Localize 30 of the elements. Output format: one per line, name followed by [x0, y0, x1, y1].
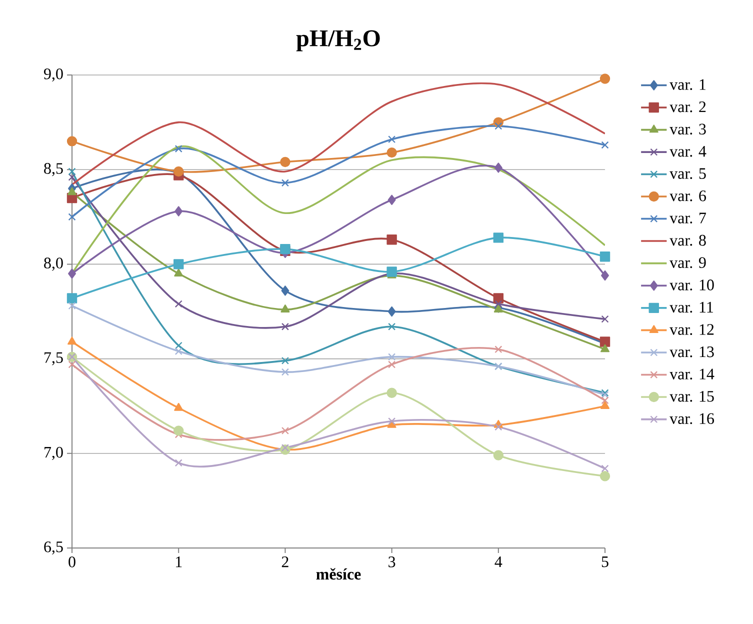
legend-label: var. 9	[670, 257, 706, 268]
legend-label: var. 3	[670, 124, 706, 135]
legend-label: var. 14	[670, 368, 714, 380]
legend-label: var. 2	[670, 101, 706, 112]
legend-label: var. 1	[670, 79, 706, 90]
x-tick-label: 1	[176, 556, 182, 568]
x-axis-title: měsíce	[316, 568, 361, 580]
y-tick-label: 7,5	[44, 352, 63, 366]
chart-title: pH/H$_{2}$O	[296, 30, 380, 52]
x-tick-label: 3	[388, 556, 396, 568]
legend-label: var. 12	[670, 324, 714, 335]
legend-label: var. 13	[670, 346, 714, 358]
legend-label: var. 7	[670, 212, 706, 224]
x-tick-label: 5	[602, 556, 608, 568]
legend-label: var. 16	[670, 413, 714, 424]
legend-label: var. 6	[670, 190, 706, 202]
x-tick-label: 4	[494, 556, 502, 568]
legend-label: var. 4	[670, 146, 706, 157]
y-tick-label: 8,0	[44, 258, 63, 271]
y-tick-label: 8,5	[44, 163, 63, 176]
y-tick-label: 9,0	[44, 68, 63, 82]
legend-label: var. 10	[670, 280, 714, 290]
x-tick-label: 2	[282, 556, 288, 568]
legend-label: var. 5	[670, 168, 706, 179]
legend-label: var. 8	[670, 234, 706, 246]
x-tick-label: 0	[68, 556, 76, 568]
legend-label: var. 15	[670, 391, 714, 402]
y-tick-label: 6,5	[44, 541, 63, 555]
y-tick-label: 7,0	[44, 446, 63, 460]
legend-label: var. 11	[670, 302, 713, 313]
